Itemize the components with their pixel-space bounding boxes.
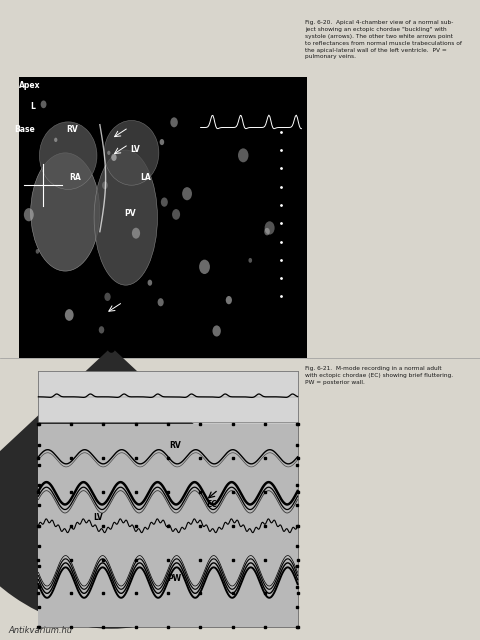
Circle shape <box>226 296 232 304</box>
Circle shape <box>99 326 104 333</box>
Wedge shape <box>0 350 284 628</box>
Circle shape <box>264 228 270 236</box>
Ellipse shape <box>94 150 157 285</box>
Circle shape <box>199 260 210 274</box>
Text: LV: LV <box>131 145 140 154</box>
Bar <box>38 424 298 627</box>
Text: L: L <box>30 102 35 111</box>
Circle shape <box>111 154 117 161</box>
Text: Apex: Apex <box>19 81 41 90</box>
Circle shape <box>161 198 168 207</box>
Text: RV: RV <box>169 441 180 450</box>
Circle shape <box>249 258 252 263</box>
Circle shape <box>264 221 275 235</box>
Text: RA: RA <box>70 173 81 182</box>
Circle shape <box>36 249 39 254</box>
Bar <box>38 371 298 422</box>
Text: EC: EC <box>206 500 217 509</box>
Bar <box>38 371 298 627</box>
Ellipse shape <box>39 122 97 189</box>
Circle shape <box>170 117 178 127</box>
Text: LA: LA <box>140 173 151 182</box>
Text: RV: RV <box>66 125 78 134</box>
Circle shape <box>172 209 180 220</box>
Bar <box>19 77 307 358</box>
Ellipse shape <box>31 153 100 271</box>
Circle shape <box>107 150 110 155</box>
Circle shape <box>102 181 108 189</box>
Circle shape <box>238 148 249 163</box>
Circle shape <box>65 309 73 321</box>
Circle shape <box>159 139 164 145</box>
Circle shape <box>41 100 47 108</box>
Text: Base: Base <box>14 125 35 134</box>
Text: Fig. 6-20.  Apical 4-chamber view of a normal sub-
ject showing an ectopic chord: Fig. 6-20. Apical 4-chamber view of a no… <box>305 20 462 60</box>
Circle shape <box>147 280 152 285</box>
Text: Fig. 6-21.  M-mode recording in a normal adult
with ectopic chordae (EC) showing: Fig. 6-21. M-mode recording in a normal … <box>305 366 453 385</box>
Text: Antikvarium.hu: Antikvarium.hu <box>9 626 72 635</box>
Circle shape <box>157 298 164 307</box>
Circle shape <box>213 325 221 337</box>
Ellipse shape <box>104 120 159 185</box>
Text: PV: PV <box>124 209 135 218</box>
Circle shape <box>24 208 34 221</box>
Circle shape <box>182 187 192 200</box>
Text: PW: PW <box>167 574 181 583</box>
Circle shape <box>132 228 140 239</box>
Circle shape <box>104 292 111 301</box>
Circle shape <box>54 138 58 142</box>
Text: LV: LV <box>94 513 103 522</box>
